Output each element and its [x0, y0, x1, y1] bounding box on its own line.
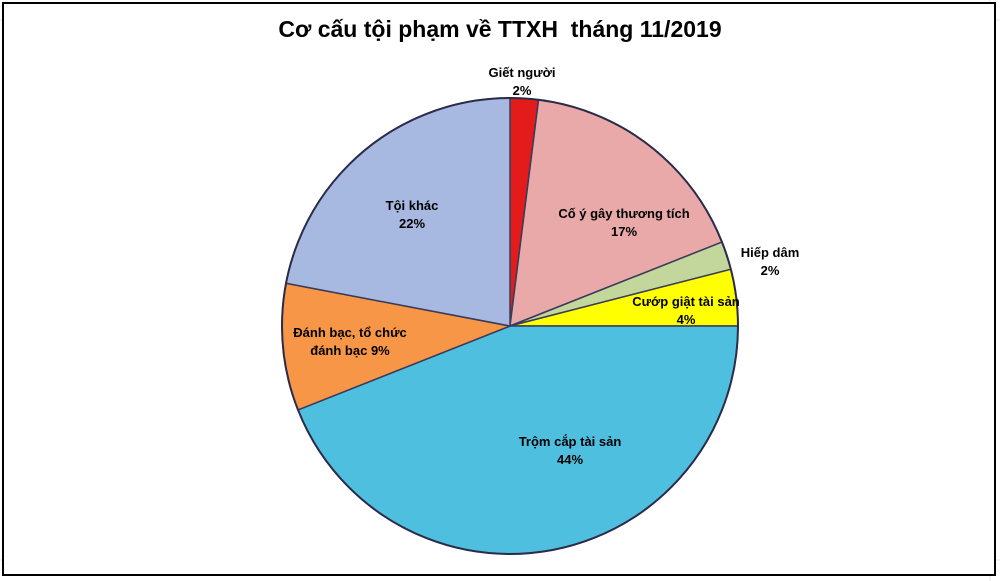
- category-label: Hiếp dâm: [740, 245, 800, 260]
- slice-label: Cố ý gây thương tích 17%: [524, 205, 724, 241]
- value-label: 22%: [398, 216, 426, 231]
- value-label: 9%: [370, 343, 390, 358]
- slice-label: Tội khác 22%: [352, 197, 472, 233]
- value-label: 2%: [512, 83, 532, 98]
- category-label: Trộm cắp tài sản: [518, 434, 622, 449]
- slice-label: Hiếp dâm 2%: [710, 244, 830, 280]
- slice-label: Trộm cắp tài sản 44%: [470, 433, 670, 469]
- value-label: 44%: [556, 452, 584, 467]
- category-label: Cố ý gây thương tích: [558, 206, 690, 221]
- category-label: Giết người: [488, 65, 556, 80]
- chart-title: Cơ cấu tội phạm về TTXH tháng 11/2019: [278, 16, 722, 42]
- value-label: 2%: [760, 263, 780, 278]
- slice-label: Giết người 2%: [462, 64, 582, 100]
- category-label: Tội khác: [385, 198, 439, 213]
- value-label: 17%: [610, 224, 638, 239]
- slice-label: Đánh bạc, tổ chức đánh bạc 9%: [285, 324, 415, 360]
- slice-label: Cướp giật tài sản 4%: [621, 293, 751, 329]
- category-label: Đánh bạc, tổ chức đánh bạc: [293, 325, 407, 358]
- pie-rim: [281, 97, 739, 555]
- value-label: 4%: [676, 312, 696, 327]
- category-label: Cướp giật tài sản: [632, 294, 740, 309]
